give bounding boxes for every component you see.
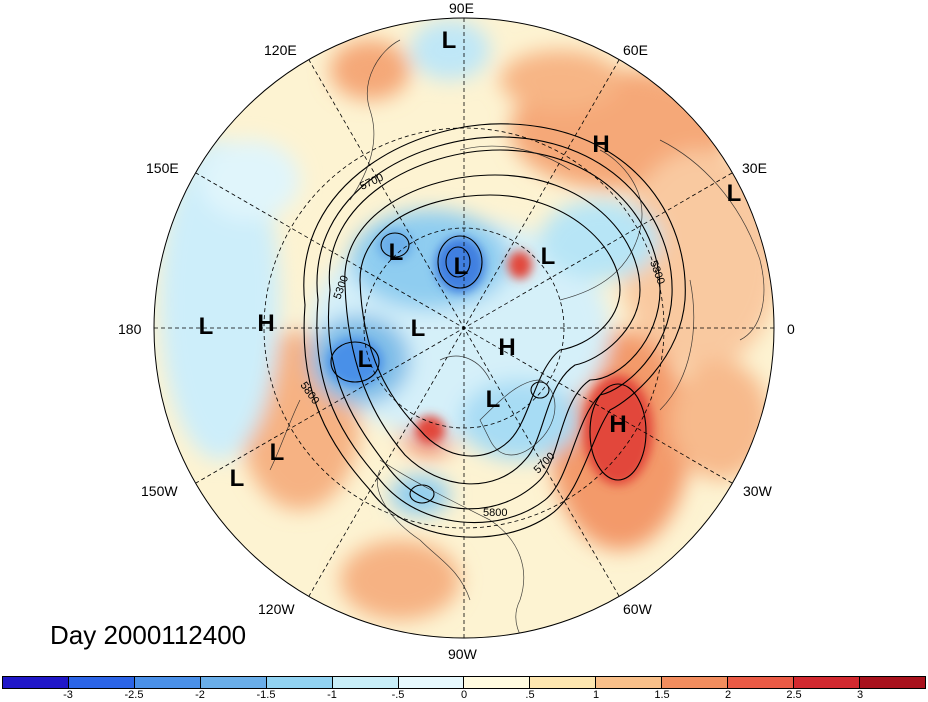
colorbar-swatch bbox=[859, 677, 925, 688]
colorbar-tick-label: -1.5 bbox=[256, 689, 276, 701]
longitude-label-90w: 90W bbox=[448, 646, 477, 662]
pressure-center-low: L bbox=[726, 180, 742, 207]
pressure-center-low: L bbox=[485, 386, 501, 413]
colorbar-tick-label: .5 bbox=[525, 689, 535, 701]
colorbar-swatch bbox=[200, 677, 267, 688]
longitude-label-60w: 60W bbox=[623, 601, 652, 617]
colorbar-swatch bbox=[134, 677, 201, 688]
longitude-label-0: 0 bbox=[787, 321, 795, 337]
longitude-label-90e: 90E bbox=[449, 0, 474, 16]
colorbar-swatch bbox=[530, 677, 597, 688]
colorbar-tick-label: 2.5 bbox=[786, 689, 802, 701]
colorbar-tick-label: -.5 bbox=[391, 689, 405, 701]
colorbar-swatch bbox=[728, 677, 795, 688]
longitude-label-150w: 150W bbox=[141, 483, 178, 499]
pressure-center-low: L bbox=[441, 27, 457, 54]
colorbar-swatch bbox=[662, 677, 729, 688]
pressure-center-high: H bbox=[257, 310, 275, 337]
colorbar-swatch bbox=[596, 677, 663, 688]
map-title: Day 2000112400 bbox=[50, 620, 247, 650]
pressure-center-low: L bbox=[388, 239, 404, 266]
graticule bbox=[154, 18, 774, 638]
longitude-label-180: 180 bbox=[118, 321, 142, 337]
colorbar-tick-label: -3 bbox=[63, 689, 73, 701]
pressure-center-low: L bbox=[410, 315, 426, 342]
longitude-label-30e: 30E bbox=[742, 160, 767, 176]
colorbar-tick-label: -1 bbox=[327, 689, 337, 701]
colorbar-swatch bbox=[332, 677, 399, 688]
pressure-center-low: L bbox=[229, 465, 245, 492]
longitude-label-60e: 60E bbox=[623, 42, 648, 58]
colorbar bbox=[2, 676, 926, 689]
colorbar-swatch bbox=[464, 677, 531, 688]
colorbar-tick-label: 1 bbox=[592, 689, 600, 701]
longitude-label-120w: 120W bbox=[258, 601, 295, 617]
pressure-center-low: L bbox=[198, 313, 214, 340]
pressure-center-high: H bbox=[609, 411, 627, 438]
colorbar-tick-label: 3 bbox=[856, 689, 864, 701]
pressure-center-low: L bbox=[269, 439, 285, 466]
pressure-center-high: H bbox=[592, 131, 610, 158]
colorbar-swatch bbox=[794, 677, 860, 688]
colorbar-swatch bbox=[3, 677, 69, 688]
anomaly-field bbox=[154, 18, 774, 638]
colorbar-tick-label: -2.5 bbox=[124, 689, 144, 701]
geopotential-contours bbox=[303, 123, 686, 538]
pressure-center-low: L bbox=[357, 346, 373, 373]
pressure-center-low: L bbox=[453, 253, 469, 280]
colorbar-swatch bbox=[68, 677, 135, 688]
pressure-center-low: L bbox=[540, 243, 556, 270]
colorbar-swatch bbox=[266, 677, 333, 688]
longitude-label-150e: 150E bbox=[146, 160, 179, 176]
colorbar-tick-label: 1.5 bbox=[654, 689, 670, 701]
colorbar-tick-label: 2 bbox=[724, 689, 732, 701]
longitude-label-120e: 120E bbox=[264, 42, 297, 58]
colorbar-swatch bbox=[398, 677, 465, 688]
colorbar-tick-label: 0 bbox=[460, 689, 468, 701]
coastlines bbox=[269, 39, 765, 638]
colorbar-tick-label: -2 bbox=[195, 689, 205, 701]
pressure-center-high: H bbox=[498, 334, 516, 361]
longitude-label-30w: 30W bbox=[743, 483, 772, 499]
contour-label: 5800 bbox=[483, 507, 507, 519]
